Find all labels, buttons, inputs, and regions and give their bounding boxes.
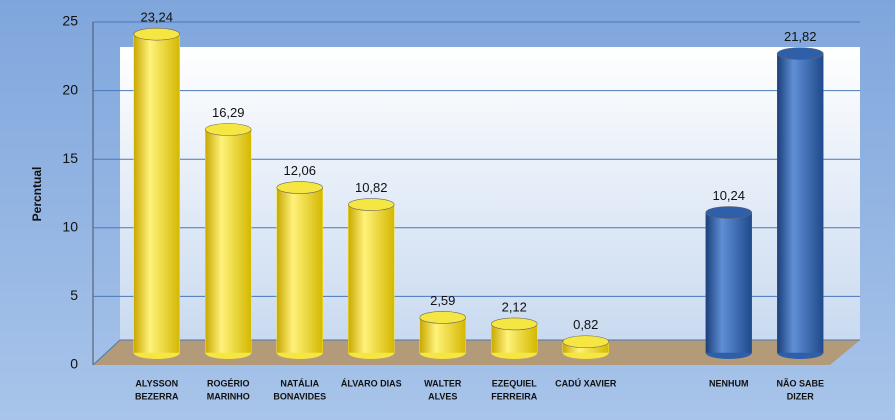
y-tick-label: 20 bbox=[62, 81, 78, 97]
x-tick-label: CADÚ XAVIER bbox=[555, 377, 617, 388]
x-tick-label: BEZERRA bbox=[135, 391, 179, 401]
value-label: 10,24 bbox=[712, 188, 745, 203]
bar bbox=[133, 33, 180, 354]
value-label: 2,59 bbox=[430, 293, 455, 308]
value-label: 21,82 bbox=[784, 29, 817, 44]
x-tick-label: NENHUM bbox=[709, 378, 749, 388]
x-tick-label: NATÁLIA bbox=[280, 378, 319, 388]
bar-top bbox=[776, 47, 824, 60]
x-tick-label: ÁLVARO DIAS bbox=[341, 378, 402, 388]
grid-diagonal bbox=[92, 339, 121, 366]
y-tick-label: 15 bbox=[62, 150, 78, 166]
x-tick-label: NÃO SABE bbox=[776, 378, 824, 388]
x-tick-label: ALYSSON bbox=[135, 378, 178, 388]
x-tick-label: DIZER bbox=[787, 391, 815, 401]
y-tick-label: 0 bbox=[70, 356, 78, 372]
y-tick-label: 5 bbox=[70, 287, 78, 303]
y-axis-label: Percntual bbox=[30, 167, 44, 222]
x-tick-label: ROGÉRIO bbox=[207, 378, 250, 388]
x-tick-label: FERREIRA bbox=[491, 391, 538, 401]
bar-top bbox=[133, 27, 181, 41]
bar bbox=[705, 212, 752, 354]
bar bbox=[777, 53, 824, 354]
bar-top bbox=[562, 335, 610, 349]
bar bbox=[276, 187, 323, 354]
y-tick-label: 10 bbox=[62, 219, 78, 235]
x-tick-label: BONAVIDES bbox=[273, 391, 326, 401]
bar-top bbox=[419, 311, 467, 324]
value-label: 2,12 bbox=[502, 299, 527, 314]
bar-top bbox=[276, 181, 324, 194]
value-label: 16,29 bbox=[212, 105, 245, 120]
value-label: 23,24 bbox=[140, 10, 173, 25]
value-label: 0,82 bbox=[573, 317, 598, 332]
x-tick-label: EZEQUIEL bbox=[492, 378, 538, 388]
x-tick-label: ALVES bbox=[428, 391, 457, 401]
bar bbox=[348, 204, 395, 354]
bar-top bbox=[204, 123, 252, 136]
x-tick-label: WALTER bbox=[424, 378, 462, 388]
bar-top bbox=[705, 206, 753, 219]
bar-top bbox=[490, 317, 538, 331]
x-tick-label: MARINHO bbox=[207, 391, 250, 401]
value-label: 12,06 bbox=[283, 163, 316, 178]
value-label: 10,82 bbox=[355, 180, 388, 195]
bar bbox=[205, 129, 252, 354]
y-tick-label: 25 bbox=[62, 13, 78, 29]
bar-top bbox=[347, 198, 395, 211]
